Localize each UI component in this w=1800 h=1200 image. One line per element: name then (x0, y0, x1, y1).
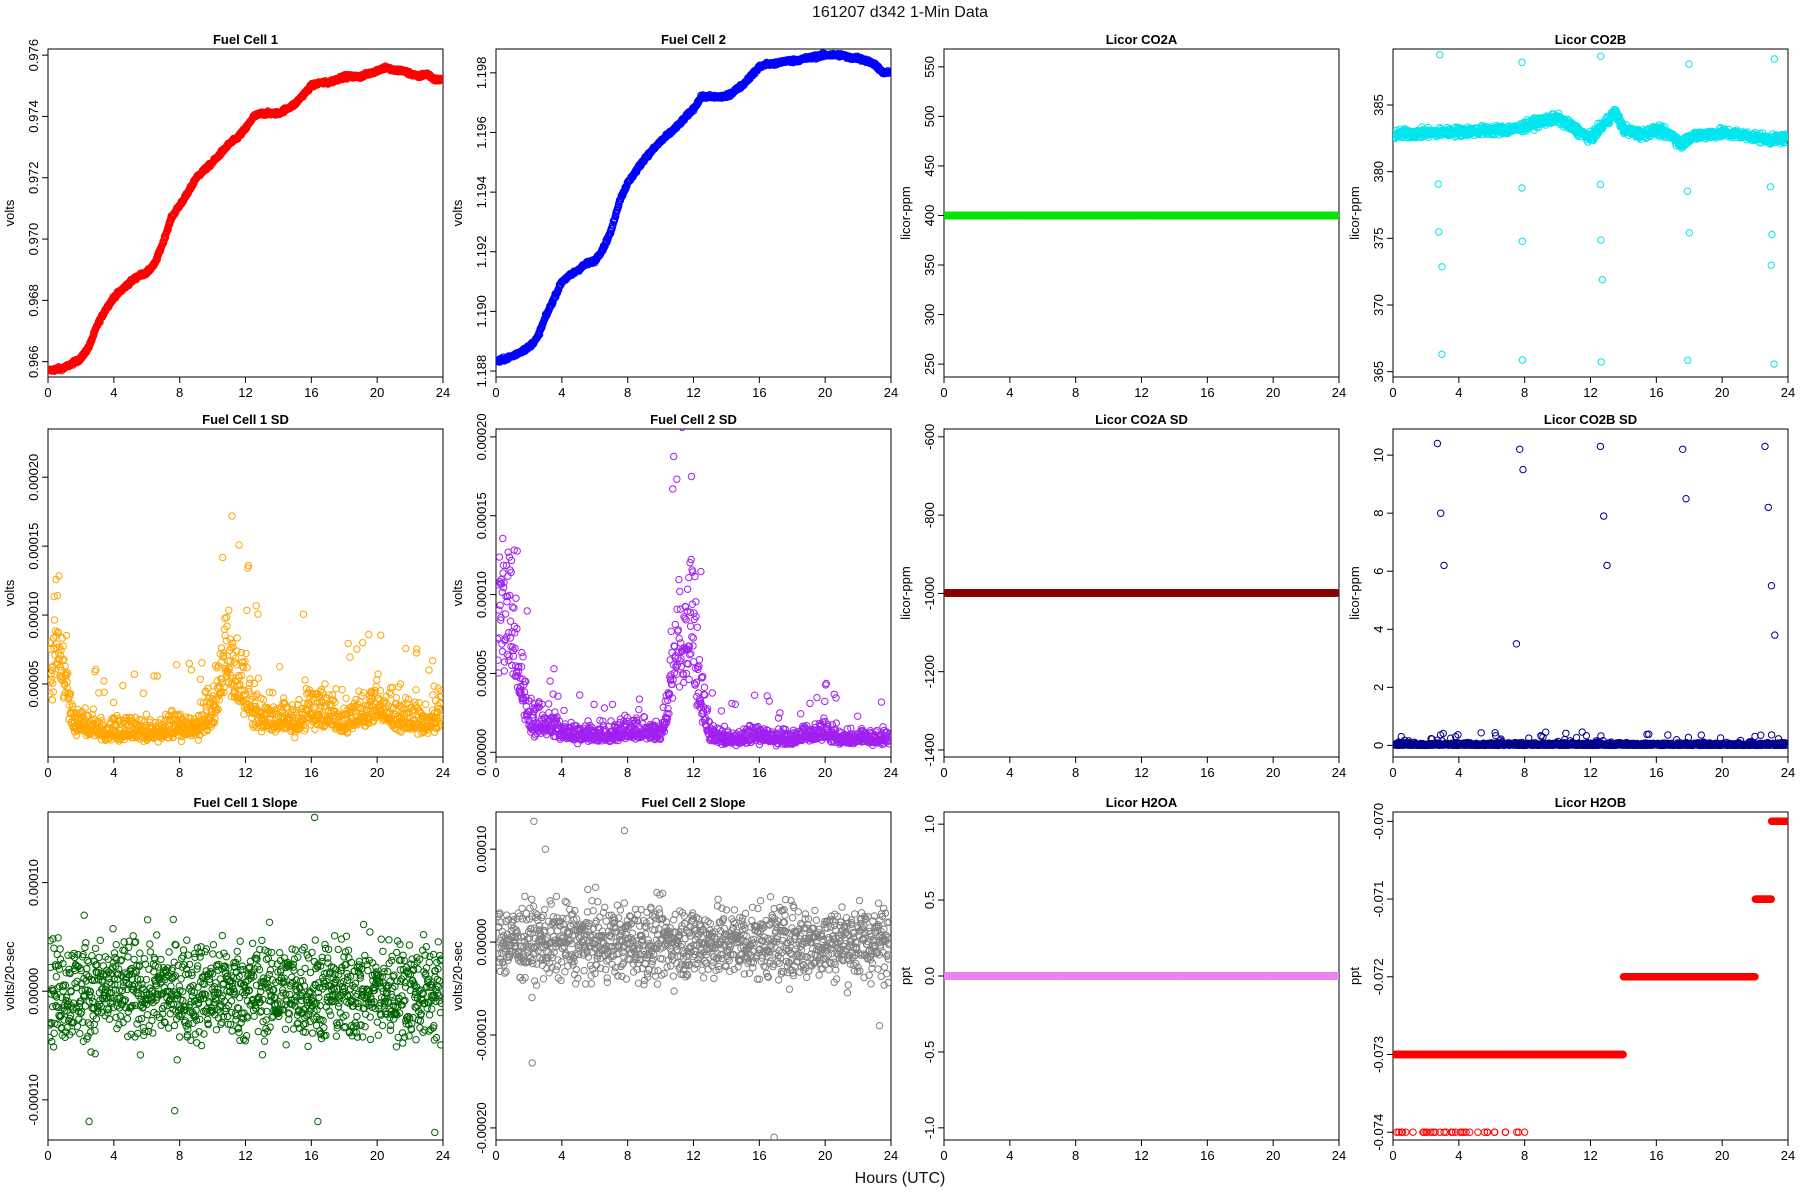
data-points (496, 49, 891, 366)
x-tick-label: 16 (1200, 385, 1214, 400)
plot-frame (1392, 48, 1789, 378)
y-tick-label: 385 (1371, 94, 1386, 116)
x-tick-label: 8 (176, 385, 183, 400)
y-axis-label: volts (450, 199, 465, 226)
data-point (1333, 211, 1339, 220)
x-tick-label: 20 (1715, 385, 1729, 400)
panel-title: Fuel Cell 1 (213, 32, 278, 47)
y-tick-label: 0.970 (26, 223, 41, 256)
x-tick-label: 12 (1134, 385, 1148, 400)
panel-title: Licor CO2A (1106, 32, 1178, 47)
x-tick-label: 12 (238, 385, 252, 400)
y-tick-label: 365 (1371, 361, 1386, 383)
y-axis-label: licor-ppm (898, 186, 913, 239)
y-tick-label: 1.190 (474, 295, 489, 328)
y-tick-label: 1.198 (474, 57, 489, 90)
panel-fc2: Fuel Cell 2 0 4 8 12 16 20 24 1.188 1.190 1.192 1.1… (450, 32, 898, 400)
y-tick-label: 380 (1371, 161, 1386, 183)
panel-title: Licor CO2B (1555, 32, 1627, 47)
chart-main-title: 161207 d342 1-Min Data (811, 4, 989, 21)
y-tick-label: 400 (922, 205, 937, 227)
x-tick-label: 0 (492, 385, 499, 400)
y-tick-label: 550 (922, 56, 937, 78)
x-tick-label: 4 (1455, 385, 1462, 400)
y-axis-label: volts (2, 199, 17, 226)
x-tick-label: 24 (436, 385, 450, 400)
data-point (608, 224, 616, 232)
x-tick-label: 8 (1072, 385, 1079, 400)
x-tick-label: 24 (884, 385, 898, 400)
x-tick-label: 16 (304, 385, 318, 400)
x-tick-label: 0 (44, 385, 51, 400)
y-tick-label: 250 (922, 353, 937, 375)
x-tick-label: 4 (1006, 385, 1013, 400)
y-tick-label: 300 (922, 304, 937, 326)
panel-fc1: Fuel Cell 1 0 4 8 12 16 20 24 0.966 0.968 0.970 0.9… (2, 32, 450, 400)
data-point (538, 323, 546, 331)
x-tick-label: 12 (1583, 385, 1597, 400)
x-tick-label: 20 (1266, 385, 1280, 400)
panel-co2b: Licor CO2B 0 4 8 12 16 20 24 365 370 375 380 385 lico… (1347, 32, 1795, 400)
x-tick-label: 4 (558, 385, 565, 400)
data-points (48, 62, 443, 375)
data-point (152, 256, 161, 265)
data-point (437, 76, 443, 84)
data-points (1393, 51, 1788, 368)
data-point (884, 69, 891, 77)
y-tick-label: 0.974 (26, 100, 41, 133)
x-tick-label: 4 (110, 385, 117, 400)
x-tick-label: 8 (1521, 385, 1528, 400)
x-tick-label: 0 (1389, 385, 1396, 400)
y-tick-label: 500 (922, 106, 937, 128)
y-tick-label: 450 (922, 155, 937, 177)
data-point (885, 68, 891, 77)
plot-frame (47, 48, 444, 378)
panel-co2a: Licor CO2A 0 4 8 12 16 20 24 250 300 350 400 450 500 5… (898, 32, 1346, 400)
x-tick-label: 0 (940, 385, 947, 400)
y-axis-label: licor-ppm (1347, 186, 1362, 239)
x-tick-label: 24 (1781, 385, 1795, 400)
data-point (535, 330, 544, 339)
data-point (1618, 119, 1627, 127)
y-tick-label: 0.972 (26, 161, 41, 194)
y-tick-label: 0.966 (26, 345, 41, 378)
y-tick-label: 375 (1371, 227, 1386, 249)
plot-frame (495, 48, 892, 378)
y-tick-label: 1.196 (474, 116, 489, 149)
y-tick-label: 0.976 (26, 39, 41, 72)
y-tick-label: 1.192 (474, 235, 489, 268)
panel-title: Fuel Cell 2 (661, 32, 726, 47)
x-tick-label: 8 (624, 385, 631, 400)
data-points (944, 211, 1339, 220)
y-tick-label: 1.194 (474, 176, 489, 209)
y-tick-label: 0.968 (26, 284, 41, 317)
data-point (437, 75, 443, 84)
x-tick-label: 20 (370, 385, 384, 400)
x-tick-label: 16 (752, 385, 766, 400)
data-point (1615, 112, 1624, 120)
x-tick-label: 24 (1332, 385, 1346, 400)
x-tick-label: 16 (1649, 385, 1663, 400)
y-tick-label: 370 (1371, 294, 1386, 316)
x-tick-label: 20 (818, 385, 832, 400)
y-tick-label: 350 (922, 254, 937, 276)
y-tick-label: 1.188 (474, 355, 489, 388)
x-tick-label: 12 (686, 385, 700, 400)
